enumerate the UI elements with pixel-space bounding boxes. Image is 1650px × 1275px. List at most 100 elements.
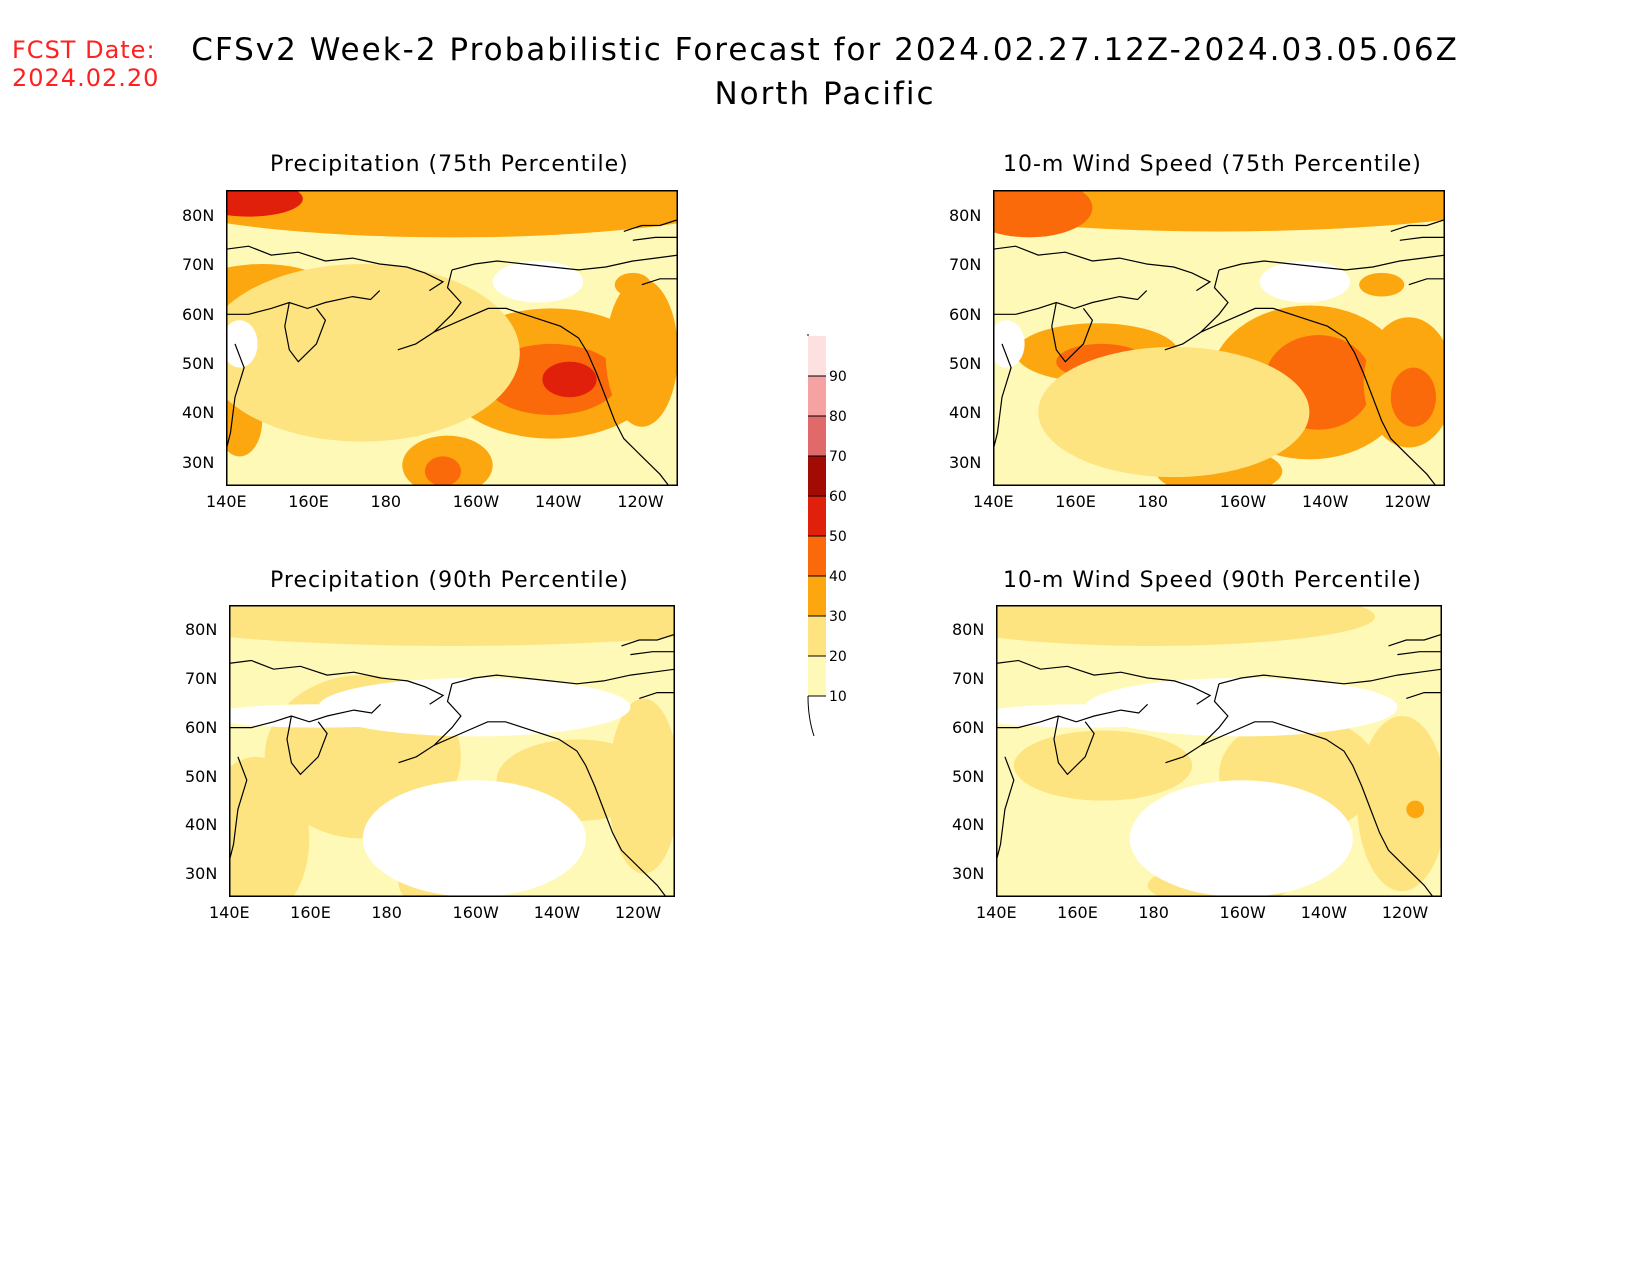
lon-label: 140E [209, 903, 250, 922]
coastline-7 [1388, 633, 1442, 647]
colorbar-level-label: 80 [829, 409, 847, 425]
coastline-5 [284, 302, 327, 363]
contour-blob-8 [605, 278, 678, 427]
lat-label: 80N [185, 620, 218, 640]
coastline-4 [226, 290, 381, 315]
coastline-8 [632, 236, 678, 241]
contour-blob-0 [996, 605, 1376, 646]
low-prob-area-1 [362, 780, 586, 897]
lon-label: 160E [288, 492, 329, 511]
contour-blob-1 [993, 190, 1093, 238]
colorbar-swatch-8 [808, 336, 826, 376]
map-frame [229, 605, 675, 897]
contour-blob-3 [1357, 715, 1442, 892]
colorbar-level-label: 40 [829, 569, 847, 585]
lat-label: 80N [949, 205, 982, 225]
fcst-date-value: 2024.02.20 [12, 64, 160, 92]
contour-blob-9 [1359, 272, 1405, 297]
coastline-9 [639, 692, 675, 699]
colorbar-swatch-4 [808, 496, 826, 536]
lon-label: 120W [614, 903, 662, 922]
colorbar-level-label: 90 [829, 369, 847, 385]
lat-label: 70N [952, 669, 985, 689]
lon-label: 120W [1384, 492, 1431, 511]
coastline-8 [1399, 236, 1445, 241]
lon-label: 140E [206, 492, 247, 511]
map-precip90 [229, 605, 675, 897]
colorbar-level-label: 30 [829, 609, 847, 625]
lat-label: 70N [182, 255, 215, 275]
lat-label: 40N [949, 403, 982, 423]
lat-label: 30N [182, 452, 215, 472]
lon-label: 160E [1055, 492, 1096, 511]
coastline-0 [229, 659, 445, 705]
coastline-8 [1397, 651, 1442, 656]
coastline-1 [1218, 254, 1445, 271]
panel-title-precip90: Precipitation (90th Percentile) [270, 568, 629, 593]
panel-title-wind90: 10-m Wind Speed (90th Percentile) [1003, 568, 1422, 593]
contour-blob-7 [1390, 367, 1436, 427]
lat-label: 50N [185, 766, 218, 786]
colorbar-top-cap [807, 334, 809, 337]
coastline-4 [996, 703, 1149, 729]
colorbar-swatch-7 [808, 376, 826, 416]
map-wind90 [996, 605, 1442, 897]
lon-label: 160W [1219, 903, 1266, 922]
panel-title-precip75: Precipitation (75th Percentile) [270, 152, 629, 177]
coastline-2 [1165, 683, 1229, 764]
coastline-2 [1164, 269, 1229, 351]
coastline-3 [1200, 721, 1434, 897]
contour-blob-1 [226, 190, 303, 217]
coastline-3 [433, 307, 670, 486]
colorbar-level-label: 20 [829, 649, 847, 665]
contour-blob-5 [608, 698, 675, 874]
colorbar-level-label: 50 [829, 529, 847, 545]
lon-label: 160W [452, 492, 500, 511]
coastline-1 [451, 254, 678, 271]
lat-label: 60N [952, 717, 985, 737]
coastline-7 [621, 633, 675, 647]
contour-blob-12 [614, 272, 651, 297]
lon-label: 140W [535, 492, 582, 511]
colorbar-level-label: 60 [829, 489, 847, 505]
coastline-6 [226, 343, 245, 451]
coastline-4 [229, 703, 382, 729]
lon-label: 160E [290, 903, 331, 922]
lat-label: 40N [185, 815, 218, 835]
coastline-6 [993, 343, 1012, 451]
contour-blob-2 [229, 756, 310, 897]
lat-label: 60N [182, 304, 215, 324]
lon-label: 180 [1138, 903, 1169, 922]
lon-label: 180 [371, 903, 402, 922]
map-frame [226, 190, 678, 486]
lon-label: 140W [1302, 492, 1349, 511]
colorbar-swatch-6 [808, 416, 826, 456]
lat-label: 80N [952, 620, 985, 640]
map-wind75 [993, 190, 1445, 486]
coastline-2 [397, 269, 462, 351]
lat-label: 40N [952, 815, 985, 835]
coastline-7 [1390, 219, 1445, 232]
lon-label: 160E [1057, 903, 1098, 922]
page-subtitle: North Pacific [714, 76, 936, 112]
coastline-5 [286, 715, 328, 776]
coastline-3 [1200, 307, 1437, 486]
lat-label: 50N [182, 354, 215, 374]
lat-label: 30N [952, 864, 985, 884]
coastline-8 [630, 651, 675, 656]
low-prob-area-1 [226, 320, 258, 368]
coastline-3 [433, 721, 667, 897]
lat-label: 80N [182, 205, 215, 225]
low-prob-area-1 [1129, 780, 1353, 897]
coastline-0 [226, 245, 445, 292]
contour-blob-5 [1406, 800, 1425, 819]
contour-blob-7 [542, 361, 597, 398]
lon-label: 180 [370, 492, 402, 511]
lon-label: 160W [1219, 492, 1267, 511]
low-prob-area-0 [1259, 261, 1351, 303]
contour-blob-10 [1038, 346, 1310, 478]
colorbar-bottom-cap [807, 695, 815, 737]
contour-blob-1 [1013, 730, 1193, 801]
coastline-0 [993, 245, 1212, 292]
colorbar-level-label: 10 [829, 689, 847, 705]
